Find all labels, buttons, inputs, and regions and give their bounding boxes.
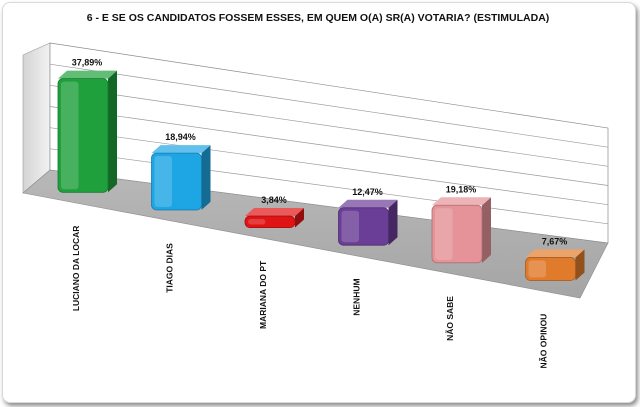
bar	[151, 145, 211, 211]
category-label: NENHUM	[352, 278, 362, 315]
category-labels: LUCIANO DA LOCAR TIAGO DIAS MARIANA DO PT N…	[71, 226, 549, 369]
bar-highlight	[435, 208, 453, 260]
bar-side	[108, 70, 117, 193]
bar	[431, 197, 491, 264]
data-label: 18,94%	[165, 132, 196, 142]
gridline	[49, 148, 609, 225]
bar-front	[431, 204, 483, 264]
bar-top	[525, 249, 585, 258]
bar-side	[575, 249, 585, 281]
data-label: 3,84%	[261, 195, 287, 205]
bar-top	[338, 199, 398, 208]
bar-highlight	[341, 210, 359, 243]
gridline	[49, 106, 609, 186]
bar	[57, 70, 117, 193]
bar-highlight	[61, 81, 79, 190]
category-label: LUCIANO DA LOCAR	[71, 226, 81, 312]
chart-title: 6 - E SE OS CANDIDATOS FOSSEM ESSES, EM …	[86, 12, 550, 24]
bar-front	[338, 207, 389, 246]
bar-top	[245, 208, 304, 217]
bar-front	[525, 257, 576, 281]
gridline	[49, 63, 609, 148]
data-label: 19,18%	[446, 184, 477, 194]
category-label: NÃO OPINOU	[539, 314, 549, 369]
gridline	[49, 84, 609, 167]
bar-front	[244, 215, 296, 228]
bar	[244, 208, 304, 228]
side-wall	[22, 42, 51, 194]
bar-highlight	[248, 219, 266, 225]
data-label: 37,89%	[72, 58, 103, 68]
category-label: MARIANA DO PT	[258, 260, 268, 329]
bar-highlight	[528, 260, 546, 278]
bar-side	[388, 199, 398, 246]
bar-front	[57, 78, 109, 193]
gridlines	[49, 42, 609, 244]
bar-highlight	[154, 156, 172, 207]
category-label: NÃO SABE	[445, 296, 455, 341]
category-label: TIAGO DIAS	[165, 243, 175, 293]
bar-side	[201, 145, 211, 210]
bar-top	[58, 70, 117, 79]
bar-front	[151, 152, 202, 211]
data-label: 12,47%	[352, 187, 383, 197]
bar	[525, 249, 585, 281]
bar-top	[151, 145, 211, 154]
bar	[338, 199, 398, 246]
bars-layer: 37,89% 18,94% 3,84% 12,47% 19,18% 7,67%	[57, 58, 585, 281]
bar-side	[295, 208, 304, 228]
bar-side	[482, 197, 491, 263]
bar-top	[432, 197, 491, 206]
data-label: 7,67%	[542, 236, 568, 246]
gridline	[49, 127, 609, 206]
